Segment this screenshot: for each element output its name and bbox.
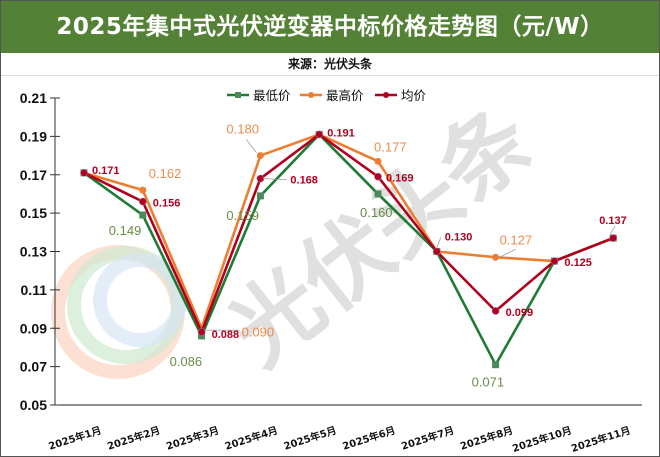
y-tick-label: 0.05 [20,397,47,413]
chart-source: 来源：光伏头条 [1,53,659,76]
data-label: 0.127 [500,232,533,247]
data-labels: 0.149 0.086 0.159 0.160 0.071 0.162 0.090 0.180… [92,122,627,390]
legend-item: 最低价 [253,88,291,103]
legend-item: 最高价 [326,88,364,103]
x-tick-label: 2025年6月 [341,423,397,452]
data-label: 0.137 [599,215,627,227]
data-label: 0.130 [445,232,473,244]
data-label: 0.099 [506,307,534,319]
x-tick-label: 2025年8月 [458,423,514,452]
legend-item: 均价 [401,88,427,103]
series-line [83,133,614,330]
y-tick-label: 0.21 [20,90,47,106]
x-tick-label: 2025年1月 [47,423,103,452]
data-label: 0.149 [109,223,142,238]
data-label: 0.160 [360,205,393,220]
chart-title: 2025年集中式光伏逆变器中标价格走势图（元/W） [1,1,659,53]
data-label: 0.177 [374,139,407,154]
data-label: 0.090 [242,324,275,339]
data-label: 0.191 [327,127,355,139]
y-tick-label: 0.15 [20,205,47,221]
series-lines [80,130,618,369]
y-tick-label: 0.07 [20,359,47,375]
y-tick-label: 0.19 [20,128,47,144]
series-line [83,133,614,334]
x-tick-label: 2025年11月 [569,423,632,454]
y-tick-label: 0.17 [20,167,47,183]
x-tick-label: 2025年7月 [400,423,456,452]
data-label: 0.162 [149,166,182,181]
y-tick-label: 0.11 [21,282,48,298]
x-tick-label: 2025年10月 [511,423,574,454]
data-label: 0.086 [170,354,203,369]
data-label: 0.071 [472,375,505,390]
legend: 最低价 最高价 均价 [227,88,427,103]
series-line [83,133,614,367]
data-label: 0.180 [226,122,259,137]
y-tick-label: 0.13 [20,244,47,260]
y-tick-label: 0.09 [20,320,47,336]
data-label: 0.159 [226,208,259,223]
data-label: 0.171 [92,165,120,177]
data-label: 0.125 [564,257,592,269]
x-tick-label: 2025年2月 [106,423,162,452]
x-tick-label: 2025年5月 [282,423,338,452]
data-label: 0.168 [290,175,318,187]
x-tick-label: 2025年4月 [223,423,279,452]
data-label: 0.156 [153,198,181,210]
data-label: 0.088 [212,329,240,341]
data-label: 0.169 [386,173,414,185]
x-tick-label: 2025年3月 [164,423,220,452]
